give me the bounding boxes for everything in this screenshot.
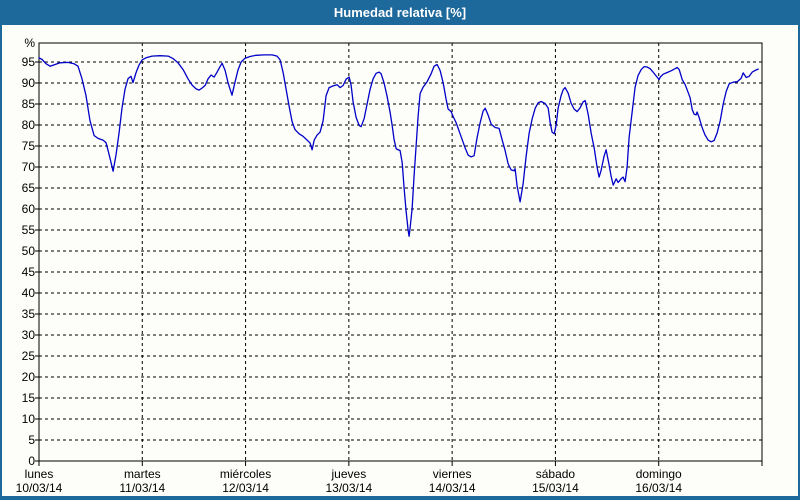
weekday-label: domingo — [635, 467, 682, 481]
x-day-label-martes: martes 11/03/14 — [90, 467, 194, 495]
y-tick-label: 75 — [21, 139, 35, 153]
chart-window-body — [2, 25, 798, 496]
weekday-label: sábado — [535, 467, 576, 481]
weekday-label: viernes — [432, 467, 472, 481]
y-tick-label: 95 — [21, 55, 35, 69]
y-axis-unit-label: % — [24, 36, 35, 50]
y-tick-label: 35 — [21, 307, 35, 321]
y-tick-label: 60 — [21, 202, 35, 216]
date-label: 15/03/14 — [532, 481, 579, 495]
window-title: Humedad relativa [%] — [333, 5, 467, 20]
y-tick-label: 45 — [21, 265, 35, 279]
x-day-label-lunes: lunes 10/03/14 — [0, 467, 91, 495]
x-day-label-jueves: jueves 13/03/14 — [297, 467, 401, 495]
x-day-label-sábado: sábado 15/03/14 — [503, 467, 607, 495]
date-label: 11/03/14 — [119, 481, 166, 495]
y-tick-label: 70 — [21, 160, 35, 174]
date-label: 13/03/14 — [325, 481, 373, 495]
y-tick-label: 40 — [21, 286, 35, 300]
weekday-label: lunes — [24, 467, 54, 481]
y-tick-label: 65 — [21, 181, 35, 195]
window-title-bar: Humedad relativa [%] — [0, 0, 800, 25]
x-day-label-viernes: viernes 14/03/14 — [400, 467, 504, 495]
y-tick-label: 55 — [21, 223, 35, 237]
weekday-label: miércoles — [219, 467, 272, 481]
y-tick-label: 15 — [21, 391, 35, 405]
y-tick-label: 90 — [21, 76, 35, 90]
x-day-label-domingo: domingo 16/03/14 — [607, 467, 711, 495]
y-tick-label: 10 — [21, 412, 35, 426]
y-tick-label: 50 — [21, 244, 35, 258]
y-tick-label: 30 — [21, 328, 35, 342]
weekday-label: jueves — [331, 467, 367, 481]
date-label: 16/03/14 — [635, 481, 683, 495]
date-label: 12/03/14 — [222, 481, 269, 495]
y-tick-label: 25 — [21, 349, 35, 363]
y-tick-label: 20 — [21, 370, 35, 384]
y-tick-label: 0 — [28, 454, 35, 468]
date-label: 10/03/14 — [15, 481, 63, 495]
x-day-label-miércoles: miércoles 12/03/14 — [194, 467, 298, 495]
y-tick-label: 5 — [28, 433, 35, 447]
date-label: 14/03/14 — [428, 481, 476, 495]
weekday-label: martes — [123, 467, 161, 481]
y-tick-label: 85 — [21, 97, 35, 111]
y-tick-label: 80 — [21, 118, 35, 132]
